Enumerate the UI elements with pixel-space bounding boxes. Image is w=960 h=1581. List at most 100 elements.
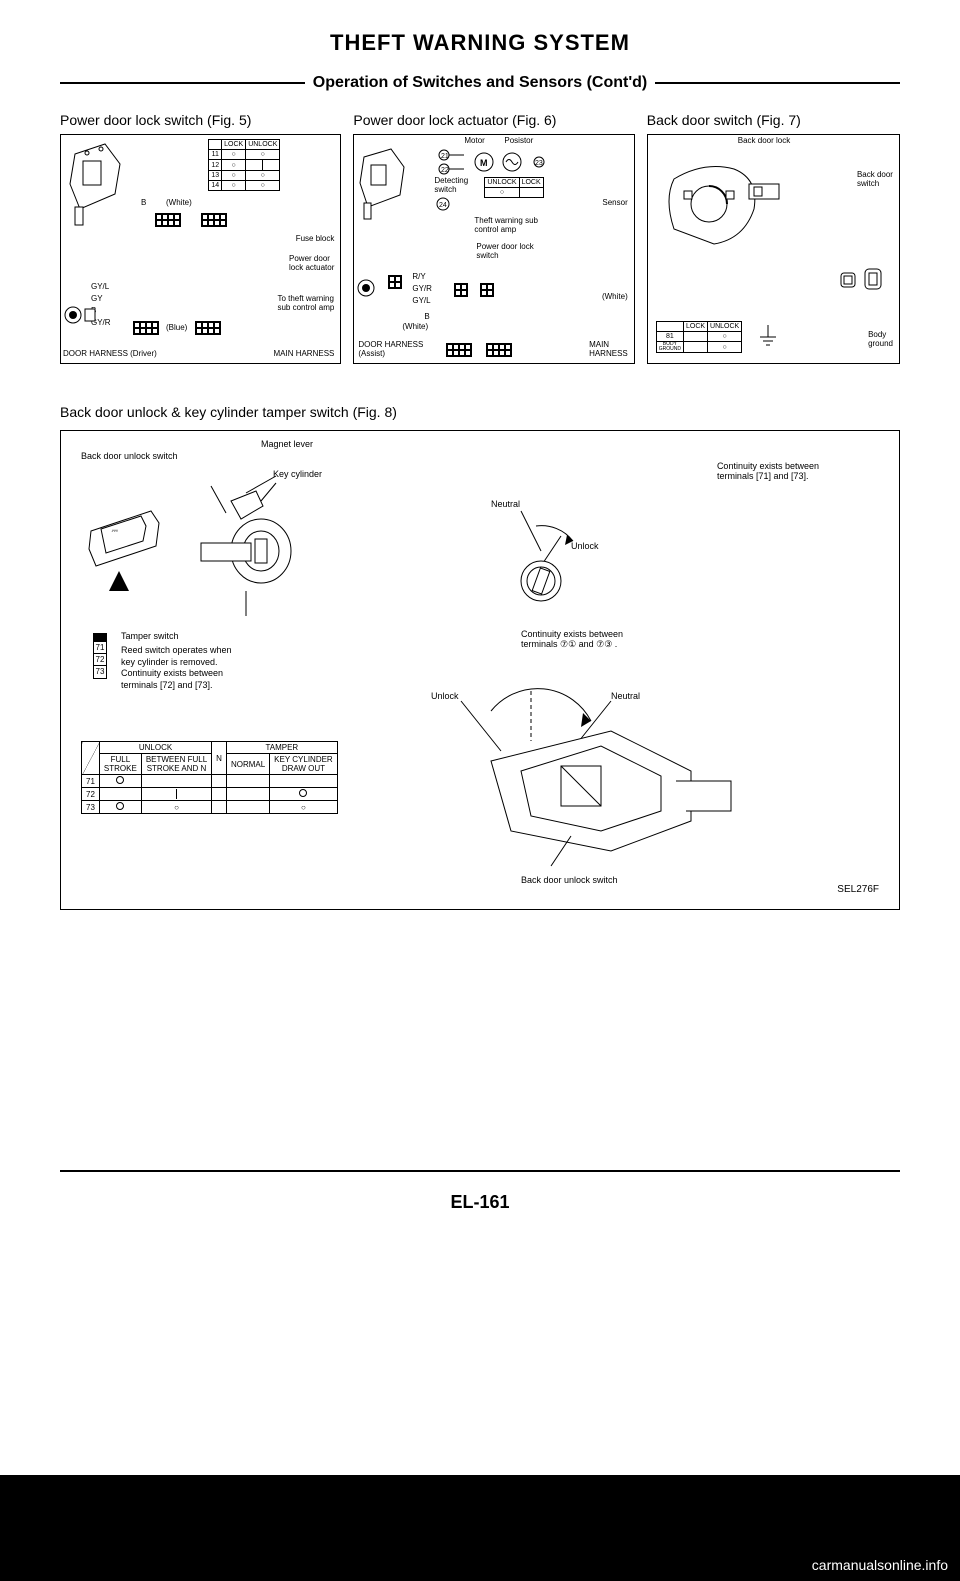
footer-rule xyxy=(60,1170,900,1172)
r14: 14 xyxy=(209,181,222,191)
round-conn2 xyxy=(356,273,386,303)
lbl-sub: Theft warning sub control amp xyxy=(474,217,538,235)
conn-g xyxy=(480,283,494,297)
lbl-bodygnd: Body ground xyxy=(868,331,893,349)
svg-text:23: 23 xyxy=(535,160,543,167)
key-rot-1 xyxy=(501,491,621,611)
fig7-caption: Back door switch (Fig. 7) xyxy=(647,112,900,128)
terminal-block: 71 72 73 xyxy=(93,633,107,679)
r72: 72 xyxy=(82,788,100,801)
conn-icons xyxy=(839,265,889,295)
r81: 81 xyxy=(656,332,683,342)
lbl-actuator: Power door lock actuator xyxy=(289,255,334,273)
fig5: Power door lock switch (Fig. 5) LOCKUNLO… xyxy=(60,112,341,364)
lbl-blue: (Blue) xyxy=(166,324,187,333)
th-tamper: TAMPER xyxy=(226,742,337,754)
svg-text:21: 21 xyxy=(441,153,449,160)
th-unlock: UNLOCK xyxy=(246,140,280,150)
r12: 12 xyxy=(209,160,222,171)
lock-sketch xyxy=(654,149,804,269)
figures-row: Power door lock switch (Fig. 5) LOCKUNLO… xyxy=(60,112,900,364)
lbl-harness: DOOR HARNESS (Driver) xyxy=(63,350,157,359)
term73: 73 xyxy=(94,666,106,678)
w-gyr2: GY/R xyxy=(412,285,432,294)
w-b2: B xyxy=(424,313,429,322)
fig6-dtable: UNLOCKLOCK ○ xyxy=(484,177,543,198)
round-conn xyxy=(63,295,123,335)
lbl-cont1: Continuity exists between terminals [71]… xyxy=(717,461,819,481)
lbl-unlock-sw: Back door unlock switch xyxy=(81,451,178,461)
conn-h xyxy=(446,343,472,357)
fig5-table: LOCKUNLOCK 11○○ 12○ 13○○ 14○○ xyxy=(208,139,280,191)
lbl-backswitch: Back door switch xyxy=(857,171,893,189)
th-u2: UNLOCK xyxy=(708,322,742,332)
fig8-diagram: Back door unlock switch Magnet lever Key… xyxy=(60,430,900,910)
lbl-warning: To theft warning sub control amp xyxy=(277,295,334,313)
lbl-tamper: Tamper switch xyxy=(121,631,179,641)
lbl-magnet: Magnet lever xyxy=(261,439,313,449)
connector-a xyxy=(155,213,181,227)
unlock-tamper-table: UNLOCK N TAMPER FULL STROKE BETWEEN FULL… xyxy=(81,741,338,814)
lbl-sensor: Sensor xyxy=(602,199,627,208)
th-draw: KEY CYLINDER DRAW OUT xyxy=(270,754,338,775)
connector-c xyxy=(133,321,159,335)
motor-symbols: 21 22 M 23 xyxy=(434,147,554,177)
conn-e xyxy=(388,275,402,289)
switch-sketch xyxy=(65,139,135,229)
switch-sketch-2 xyxy=(356,145,420,235)
svg-text:24: 24 xyxy=(439,202,447,209)
fig6-diagram: Motor Posistor 21 22 M 23 xyxy=(353,134,634,364)
fig6-caption: Power door lock actuator (Fig. 6) xyxy=(353,112,634,128)
lbl-cont2: Continuity exists between terminals ⑦① a… xyxy=(521,629,623,650)
section-title: Operation of Switches and Sensors (Cont'… xyxy=(305,74,656,92)
sel-code: SEL276F xyxy=(837,884,879,895)
lbl-white: (White) xyxy=(166,199,192,208)
th-lock: LOCK xyxy=(222,140,246,150)
fig6: Power door lock actuator (Fig. 6) Motor … xyxy=(353,112,634,364)
lbl-harness2: DOOR HARNESS (Assist) xyxy=(358,341,423,359)
key-rot-2 xyxy=(431,661,751,881)
lbl-main: MAIN HARNESS xyxy=(273,350,334,359)
conn-f xyxy=(454,283,468,297)
svg-text:M: M xyxy=(480,158,488,168)
th-l: LOCK xyxy=(519,178,543,188)
th-normal: NORMAL xyxy=(226,754,269,775)
section-header: Operation of Switches and Sensors (Cont'… xyxy=(60,74,900,92)
svg-text:⎓: ⎓ xyxy=(111,526,118,535)
lbl-locksw: Power door lock switch xyxy=(476,243,533,261)
watermark: carmanualsonline.info xyxy=(772,1527,954,1577)
w-ry: R/Y xyxy=(412,273,425,282)
lbl-main2: MAIN HARNESS xyxy=(589,341,628,359)
fig5-diagram: LOCKUNLOCK 11○○ 12○ 13○○ 14○○ B (White) … xyxy=(60,134,341,364)
r11: 11 xyxy=(209,150,222,160)
svg-text:22: 22 xyxy=(441,167,449,174)
lbl-white2: (White) xyxy=(602,293,628,302)
th-l2: LOCK xyxy=(683,322,707,332)
rule-right xyxy=(655,82,900,84)
r13: 13 xyxy=(209,171,222,181)
term71: 71 xyxy=(94,642,106,654)
lbl-detect: Detecting switch xyxy=(434,177,468,195)
fig8-caption: Back door unlock & key cylinder tamper s… xyxy=(60,404,900,420)
page: THEFT WARNING SYSTEM Operation of Switch… xyxy=(0,0,960,1475)
lbl-reed: Reed switch operates when key cylinder i… xyxy=(121,645,232,692)
lbl-back-unlock: Back door unlock switch xyxy=(521,875,618,885)
fig7-table: LOCKUNLOCK 81○ BODY GROUND○ xyxy=(656,321,742,353)
w-gyl: GY/L xyxy=(91,283,109,292)
th-full: FULL STROKE xyxy=(99,754,141,775)
th-unlock2: UNLOCK xyxy=(99,742,211,754)
fig7-diagram: Back door lock Back door switch xyxy=(647,134,900,364)
page-title: THEFT WARNING SYSTEM xyxy=(60,30,900,56)
th-u: UNLOCK xyxy=(485,178,519,188)
conn-i xyxy=(486,343,512,357)
connector-b xyxy=(201,213,227,227)
lbl-backlock: Back door lock xyxy=(738,137,790,146)
gnd-symbol xyxy=(758,325,778,355)
th-n: N xyxy=(212,742,227,775)
key-cyl-sketch: ⎓ xyxy=(81,471,341,621)
r71: 71 xyxy=(82,775,100,788)
fig7: Back door switch (Fig. 7) Back door lock… xyxy=(647,112,900,364)
rgnd: BODY GROUND xyxy=(656,342,683,353)
connector-d xyxy=(195,321,221,335)
lbl-fuse: Fuse block xyxy=(296,235,335,244)
